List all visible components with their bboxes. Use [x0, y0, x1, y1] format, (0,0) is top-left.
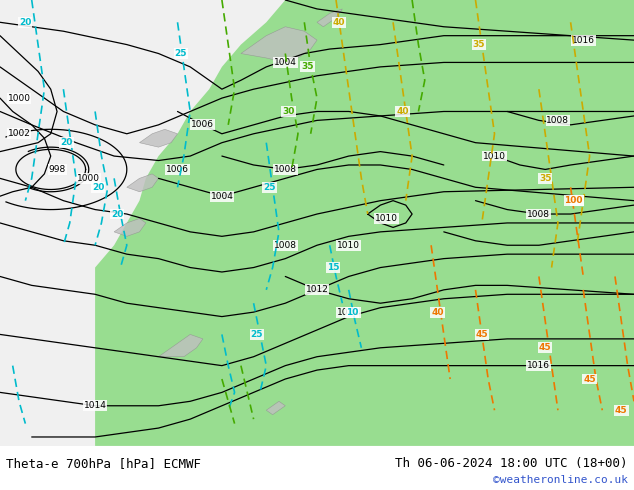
Text: 35: 35 [539, 174, 552, 183]
Text: 45: 45 [476, 330, 488, 339]
Text: ©weatheronline.co.uk: ©weatheronline.co.uk [493, 475, 628, 485]
Polygon shape [241, 27, 317, 62]
Polygon shape [139, 129, 178, 147]
Text: 1008: 1008 [274, 241, 297, 250]
Text: 1012: 1012 [306, 285, 328, 294]
Text: Theta-e 700hPa [hPa] ECMWF: Theta-e 700hPa [hPa] ECMWF [6, 457, 202, 469]
Text: 10: 10 [346, 308, 358, 317]
Polygon shape [158, 334, 203, 357]
Text: 25: 25 [263, 183, 276, 192]
Text: 100: 100 [564, 196, 583, 205]
Text: 1004: 1004 [210, 192, 233, 201]
Text: 1006: 1006 [191, 121, 214, 129]
Polygon shape [539, 0, 634, 112]
Text: 40: 40 [333, 18, 346, 27]
Text: 35: 35 [571, 196, 583, 205]
Text: 35: 35 [472, 40, 485, 49]
Text: 20: 20 [19, 18, 32, 27]
Text: 20: 20 [92, 183, 105, 192]
Text: 15: 15 [327, 263, 339, 272]
Text: 1014: 1014 [84, 401, 107, 410]
Text: 30: 30 [282, 107, 295, 116]
Text: 25: 25 [250, 330, 263, 339]
Text: 40: 40 [396, 107, 409, 116]
Text: 1002: 1002 [8, 129, 30, 138]
Text: 45: 45 [583, 374, 596, 384]
Text: Th 06-06-2024 18:00 UTC (18+00): Th 06-06-2024 18:00 UTC (18+00) [395, 457, 628, 469]
Text: 20: 20 [111, 210, 124, 219]
Text: 1006: 1006 [166, 165, 189, 174]
Text: 1008: 1008 [527, 210, 550, 219]
Text: 1008: 1008 [547, 116, 569, 125]
Text: 1016: 1016 [572, 36, 595, 45]
Polygon shape [127, 174, 158, 192]
Polygon shape [95, 0, 634, 446]
Text: 1010: 1010 [337, 241, 360, 250]
Text: 20: 20 [60, 138, 73, 147]
Polygon shape [317, 9, 342, 27]
Text: 1000: 1000 [77, 174, 100, 183]
Polygon shape [266, 401, 285, 415]
Polygon shape [114, 219, 146, 236]
Text: 35: 35 [301, 62, 314, 72]
Text: 40: 40 [431, 308, 444, 317]
Text: 998: 998 [48, 165, 66, 174]
Text: 45: 45 [539, 343, 552, 352]
Text: 1008: 1008 [274, 165, 297, 174]
Text: 1004: 1004 [274, 58, 297, 67]
Text: 45: 45 [615, 406, 628, 415]
Text: 1000: 1000 [8, 94, 30, 102]
Text: 1010: 1010 [483, 151, 506, 161]
Text: 1016: 1016 [527, 361, 550, 370]
Text: 1012: 1012 [337, 308, 360, 317]
Text: 1010: 1010 [375, 214, 398, 223]
Text: 25: 25 [174, 49, 187, 58]
